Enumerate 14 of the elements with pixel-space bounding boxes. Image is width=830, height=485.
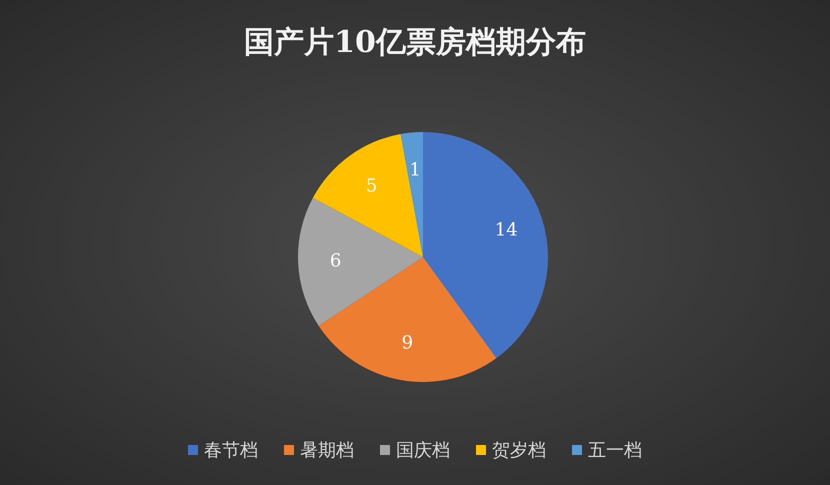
legend-label: 贺岁档 <box>492 439 546 462</box>
pie-slice <box>298 198 423 326</box>
legend-label: 春节档 <box>204 439 258 462</box>
data-label: 6 <box>330 250 342 272</box>
legend-label: 暑期档 <box>300 439 354 462</box>
data-label: 14 <box>494 219 518 240</box>
pie-slice <box>400 132 423 257</box>
legend-label: 五一档 <box>588 439 642 462</box>
pie-slice <box>423 132 548 358</box>
data-label: 5 <box>366 176 378 197</box>
data-label: 1 <box>409 159 421 180</box>
legend-label: 国庆档 <box>396 439 450 462</box>
chart-title: 国产片10亿票房档期分布 <box>243 24 587 62</box>
data-label: 9 <box>402 332 414 354</box>
